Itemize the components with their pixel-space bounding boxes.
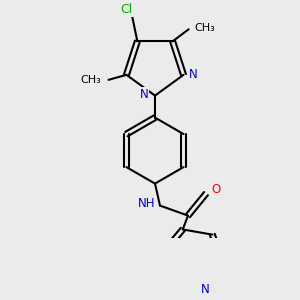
Text: CH₃: CH₃ [80,75,101,85]
Text: Cl: Cl [120,3,133,16]
Text: N: N [140,88,148,101]
Text: O: O [212,183,220,196]
Text: CH₃: CH₃ [194,23,215,33]
Text: N: N [189,68,198,81]
Text: NH: NH [138,197,156,210]
Text: N: N [201,283,210,296]
